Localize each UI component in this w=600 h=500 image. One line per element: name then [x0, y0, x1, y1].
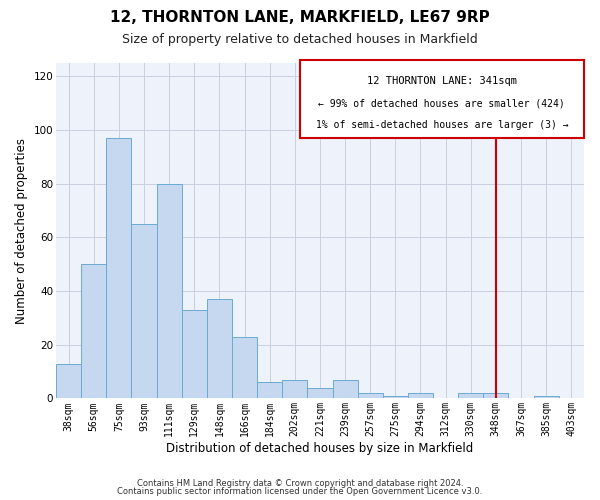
Bar — [56, 364, 81, 398]
Text: Contains HM Land Registry data © Crown copyright and database right 2024.: Contains HM Land Registry data © Crown c… — [137, 478, 463, 488]
Bar — [232, 336, 257, 398]
Bar — [307, 388, 332, 398]
Bar — [106, 138, 131, 398]
Text: 12, THORNTON LANE, MARKFIELD, LE67 9RP: 12, THORNTON LANE, MARKFIELD, LE67 9RP — [110, 10, 490, 25]
Bar — [358, 393, 383, 398]
Bar — [257, 382, 282, 398]
Bar — [182, 310, 207, 398]
Text: ← 99% of detached houses are smaller (424): ← 99% of detached houses are smaller (42… — [319, 98, 565, 108]
Bar — [282, 380, 307, 398]
Text: 12 THORNTON LANE: 341sqm: 12 THORNTON LANE: 341sqm — [367, 76, 517, 86]
X-axis label: Distribution of detached houses by size in Markfield: Distribution of detached houses by size … — [166, 442, 473, 455]
Bar — [533, 396, 559, 398]
Bar — [458, 393, 483, 398]
Bar — [157, 184, 182, 398]
Bar — [332, 380, 358, 398]
Bar — [131, 224, 157, 398]
Bar — [383, 396, 408, 398]
Bar — [207, 299, 232, 398]
Bar — [81, 264, 106, 398]
Y-axis label: Number of detached properties: Number of detached properties — [15, 138, 28, 324]
Bar — [408, 393, 433, 398]
Text: 1% of semi-detached houses are larger (3) →: 1% of semi-detached houses are larger (3… — [316, 120, 568, 130]
Text: Contains public sector information licensed under the Open Government Licence v3: Contains public sector information licen… — [118, 487, 482, 496]
Bar — [483, 393, 508, 398]
Text: Size of property relative to detached houses in Markfield: Size of property relative to detached ho… — [122, 32, 478, 46]
FancyBboxPatch shape — [300, 60, 584, 138]
